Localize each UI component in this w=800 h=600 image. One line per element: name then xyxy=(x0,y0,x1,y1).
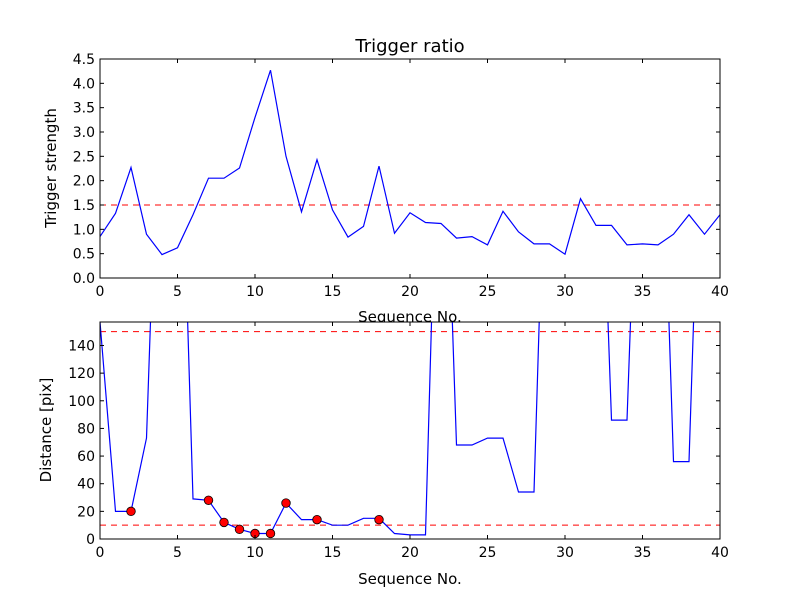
y-axis-ticks: 0.0 0.5 1.0 1.5 2.0 2.5 3.0 3.5 4.0 4.5 xyxy=(73,52,720,287)
x-tick-label-0: 0 xyxy=(96,284,105,300)
series-layer xyxy=(100,322,695,536)
y-tick-label-8: 4.0 xyxy=(73,76,95,92)
y-tick-label-6: 120 xyxy=(68,366,95,382)
x-axis-label: Sequence No. xyxy=(358,570,462,588)
x-tick-label-2: 10 xyxy=(246,284,264,300)
y-tick-label-2: 40 xyxy=(77,477,95,493)
x-tick-label-8: 40 xyxy=(711,545,729,561)
distance-chart: 0 5 10 15 20 25 30 35 40 0 20 40 60 80 100 120 140 Sequ… xyxy=(37,321,729,588)
threshold-lines xyxy=(100,331,720,526)
y-tick-label-4: 2.0 xyxy=(73,174,95,190)
x-axis-ticks: 0 5 10 15 20 25 30 35 40 xyxy=(96,59,729,300)
y-tick-label-1: 0.5 xyxy=(73,247,95,263)
y-tick-label-1: 20 xyxy=(77,504,95,520)
y-tick-label-7: 140 xyxy=(68,338,95,354)
data-marker-3 xyxy=(234,524,245,535)
data-marker-6 xyxy=(281,498,291,508)
x-tick-label-6: 30 xyxy=(556,545,574,561)
x-tick-label-1: 5 xyxy=(173,284,182,300)
series-line xyxy=(100,70,720,256)
y-tick-label-4: 80 xyxy=(77,421,95,437)
y-tick-label-0: 0 xyxy=(86,532,95,548)
x-tick-label-0: 0 xyxy=(96,545,105,561)
trigger-ratio-chart: 0 5 10 15 20 25 30 35 40 0.0 0.5 1.0 1.5 2.0 2.5 3.0 3.… xyxy=(42,36,729,326)
x-tick-label-4: 20 xyxy=(401,284,419,300)
y-axis-label: Trigger strength xyxy=(42,108,60,229)
data-marker-1 xyxy=(203,495,214,505)
chart-title: Trigger ratio xyxy=(354,36,464,57)
x-tick-label-1: 5 xyxy=(173,545,182,561)
plot-area-background xyxy=(100,59,720,278)
x-tick-label-7: 35 xyxy=(634,545,652,561)
y-axis-label: Distance [pix] xyxy=(37,378,55,483)
data-marker-2 xyxy=(219,517,229,528)
data-marker-5 xyxy=(265,528,276,539)
x-tick-label-2: 10 xyxy=(246,545,264,561)
series-line xyxy=(100,322,695,536)
x-tick-label-3: 15 xyxy=(324,545,342,561)
y-tick-label-3: 60 xyxy=(77,449,95,465)
y-axis-ticks: 0 20 40 60 80 100 120 140 xyxy=(68,338,720,548)
x-tick-label-7: 35 xyxy=(634,284,652,300)
y-tick-label-9: 4.5 xyxy=(73,52,95,68)
data-marker-7 xyxy=(312,514,322,525)
plot-area-background xyxy=(100,322,720,539)
y-tick-label-5: 100 xyxy=(68,394,95,410)
x-tick-label-6: 30 xyxy=(556,284,574,300)
y-tick-label-2: 1.0 xyxy=(73,222,95,238)
x-tick-label-3: 15 xyxy=(324,284,342,300)
x-tick-label-5: 25 xyxy=(479,284,497,300)
data-marker-0 xyxy=(126,506,136,517)
x-axis-ticks: 0 5 10 15 20 25 30 35 40 xyxy=(96,322,729,561)
y-tick-label-5: 2.5 xyxy=(73,149,95,165)
data-marker-8 xyxy=(374,514,384,525)
x-tick-label-8: 40 xyxy=(711,284,729,300)
x-tick-label-4: 20 xyxy=(401,545,419,561)
y-tick-label-3: 1.5 xyxy=(73,198,95,214)
series-layer xyxy=(100,70,720,256)
y-tick-label-0: 0.0 xyxy=(73,271,95,287)
y-tick-label-6: 3.0 xyxy=(73,125,95,141)
y-tick-label-7: 3.5 xyxy=(73,101,95,117)
x-tick-label-5: 25 xyxy=(479,545,497,561)
